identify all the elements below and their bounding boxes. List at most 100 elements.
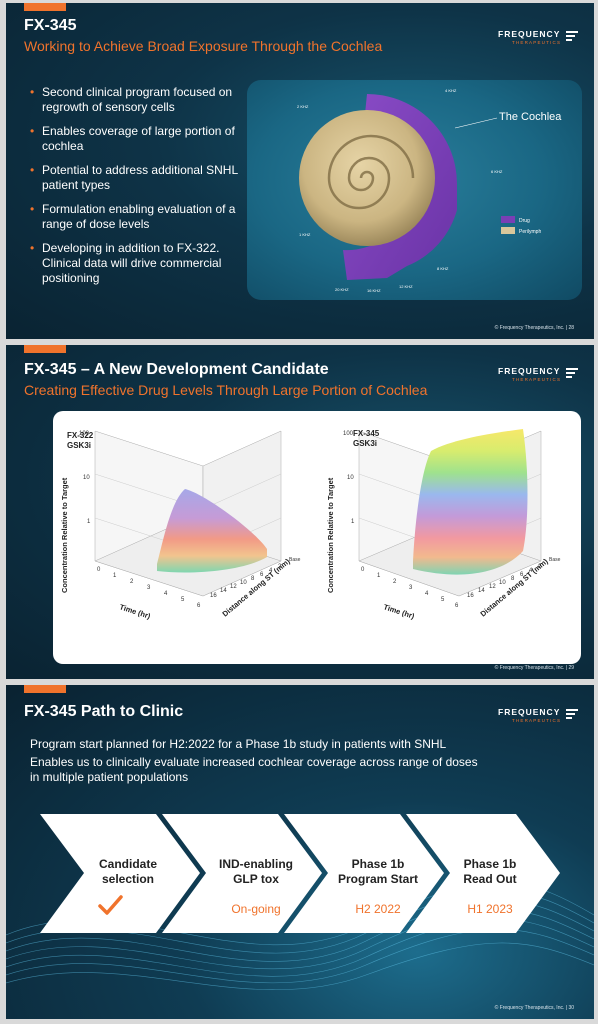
logo-subtext: THERAPEUTICS xyxy=(512,377,562,382)
slide-footer: © Frequency Therapeutics, Inc. | 28 xyxy=(494,325,574,331)
chevron-step xyxy=(162,814,322,933)
logo-lines-icon xyxy=(566,31,578,43)
bullet-item: Developing in addition to FX-322. Clinic… xyxy=(30,241,240,286)
legend-swatch-perilymph xyxy=(501,227,515,234)
frequency-logo: FREQUENCY THERAPEUTICS xyxy=(498,29,578,51)
z-tick: 100 xyxy=(343,431,354,437)
step-label: IND-enabling GLP tox xyxy=(210,857,302,887)
x-tick: 0 xyxy=(361,567,365,573)
chart-name-fx345: FX-345 GSK3i xyxy=(353,429,379,449)
step-label-line: IND-enabling xyxy=(219,857,293,871)
cochlea-illustration: The Cochlea 4 KHZ 2 KHZ 6 KHZ 1 KHZ 8 KH… xyxy=(297,88,562,293)
freq-label: 1 KHZ xyxy=(299,232,311,237)
chevron-step xyxy=(40,814,200,933)
slide-subtitle: Creating Effective Drug Levels Through L… xyxy=(24,382,428,398)
slide-path-to-clinic: FX-345 Path to Clinic FREQUENCY THERAPEU… xyxy=(6,685,594,1019)
chevron-step xyxy=(406,814,560,933)
slide-title: FX-345 – A New Development Candidate xyxy=(24,361,329,378)
slide-title: FX-345 xyxy=(24,17,77,34)
freq-label: 6 KHZ xyxy=(491,169,503,174)
step-label: Candidate selection xyxy=(86,857,170,887)
timeline-chevrons xyxy=(40,814,560,933)
y-tick: 14 xyxy=(478,588,485,594)
step-label-line: Candidate xyxy=(98,857,157,871)
chart-surface-fx322 xyxy=(157,489,267,573)
bullet-item: Enables coverage of large portion of coc… xyxy=(30,124,240,154)
bullet-item: Potential to address additional SNHL pat… xyxy=(30,163,240,193)
chart-name-line: FX-322 xyxy=(67,431,94,440)
z-tick: 1 xyxy=(87,519,91,525)
chart-name-line: GSK3i xyxy=(67,441,92,450)
z-axis-label: Concentration Relative to Target xyxy=(60,477,69,593)
y-tick: 14 xyxy=(220,588,227,594)
coverage-text-line2: in multiple patient populations xyxy=(30,770,189,784)
coverage-text-line1: Enables us to clinically evaluate increa… xyxy=(30,755,478,769)
y-tick: 8 xyxy=(511,576,515,582)
y-tick: Base xyxy=(549,557,561,563)
x-axis-label: Time (hr) xyxy=(118,602,152,621)
accent-bar xyxy=(24,3,66,11)
freq-label: 16 KHZ xyxy=(367,288,381,293)
frequency-logo: FREQUENCY THERAPEUTICS xyxy=(498,707,578,729)
y-tick: 12 xyxy=(489,584,496,590)
step-label-line: Program Start xyxy=(337,872,419,886)
x-tick: 6 xyxy=(197,603,201,609)
cochlea-label: The Cochlea xyxy=(499,111,562,123)
y-tick: 10 xyxy=(240,580,247,586)
step-label: Phase 1b Program Start xyxy=(332,857,424,887)
y-tick: 4 xyxy=(269,568,273,574)
x-tick: 3 xyxy=(409,585,413,591)
concentration-3d-charts: 100 10 1 Concentration Relative to Targe… xyxy=(60,429,561,621)
y-tick: Base xyxy=(289,557,301,563)
y-tick: 6 xyxy=(260,572,264,578)
chart-name-line: GSK3i xyxy=(353,439,378,448)
slide-title: FX-345 Path to Clinic xyxy=(24,703,184,720)
freq-label: 2 KHZ xyxy=(297,104,309,109)
step-status: H2 2022 xyxy=(355,902,401,916)
logo-lines-icon xyxy=(566,709,578,721)
slide-development-candidate: FX-345 – A New Development Candidate Cre… xyxy=(6,345,594,679)
y-tick: 12 xyxy=(230,584,237,590)
legend-label: Perilymph xyxy=(519,229,541,235)
x-tick: 2 xyxy=(130,579,134,585)
x-tick: 6 xyxy=(455,603,459,609)
z-axis-label: Concentration Relative to Target xyxy=(326,477,335,593)
slide-cochlea-exposure: FX-345 Working to Achieve Broad Exposure… xyxy=(6,3,594,339)
frequency-logo: FREQUENCY THERAPEUTICS xyxy=(498,366,578,388)
step-label: Phase 1b Read Out xyxy=(450,857,530,887)
chart-fx345: 100 10 1 Concentration Relative to Targe… xyxy=(326,429,561,621)
x-tick: 4 xyxy=(164,591,168,597)
x-tick: 1 xyxy=(113,573,117,579)
logo-lines-icon xyxy=(566,368,578,380)
legend-swatch-drug xyxy=(501,216,515,223)
legend-label: Drug xyxy=(519,218,530,224)
x-tick: 2 xyxy=(393,579,397,585)
chevron-step xyxy=(284,814,444,933)
x-axis-label: Time (hr) xyxy=(382,602,416,621)
y-tick: 8 xyxy=(251,576,255,582)
checkmark-icon xyxy=(98,895,123,915)
logo-wordmark: FREQUENCY xyxy=(498,366,561,376)
step-status: H1 2023 xyxy=(467,902,513,916)
z-tick: 10 xyxy=(347,475,354,481)
step-label-line: Phase 1b xyxy=(351,857,405,871)
z-tick: 10 xyxy=(83,475,90,481)
chart-name-line: FX-345 xyxy=(353,429,380,438)
slide-footer: © Frequency Therapeutics, Inc. | 29 xyxy=(494,665,574,671)
chart-name-fx322: FX-322 GSK3i xyxy=(67,431,93,451)
step-label-line: selection xyxy=(101,872,155,886)
x-tick: 1 xyxy=(377,573,381,579)
x-tick: 3 xyxy=(147,585,151,591)
program-start-text: Program start planned for H2:2022 for a … xyxy=(30,737,447,751)
chart-fx322: 100 10 1 Concentration Relative to Targe… xyxy=(60,430,301,621)
step-label-line: Read Out xyxy=(463,872,517,886)
z-tick: 1 xyxy=(351,519,355,525)
drug-region xyxy=(343,94,457,280)
y-tick: 16 xyxy=(467,593,474,599)
cochlea-illustration-panel: The Cochlea 4 KHZ 2 KHZ 6 KHZ 1 KHZ 8 KH… xyxy=(247,80,582,300)
y-tick: 16 xyxy=(210,593,217,599)
cochlea-pointer-line xyxy=(454,117,498,129)
logo-wordmark: FREQUENCY xyxy=(498,707,561,717)
logo-wordmark: FREQUENCY xyxy=(498,29,561,39)
logo-subtext: THERAPEUTICS xyxy=(512,40,562,45)
